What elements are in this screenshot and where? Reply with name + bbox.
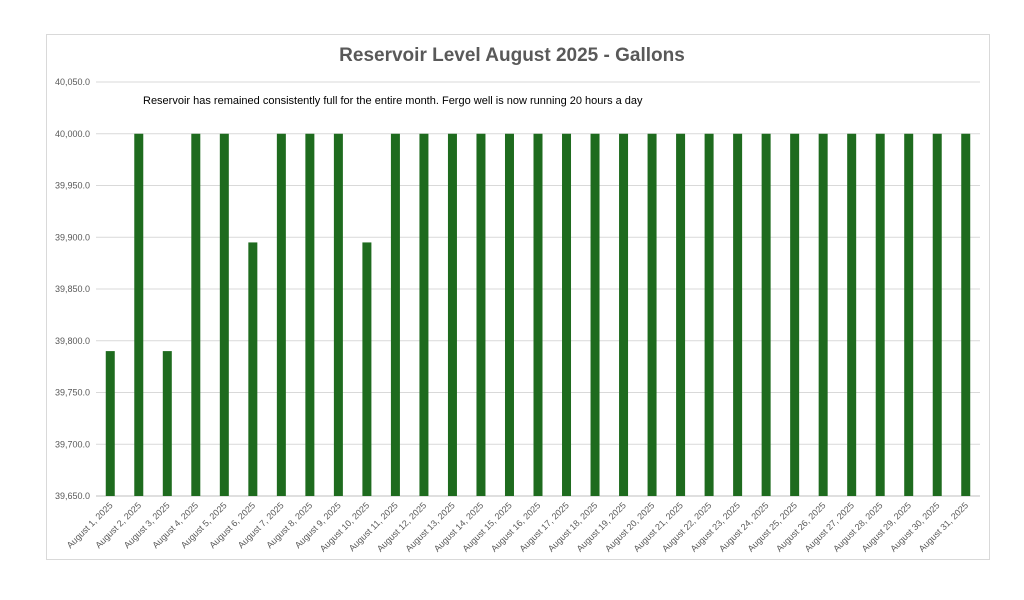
x-tick-label: August 11, 2025: [347, 500, 400, 553]
x-tick-label: August 14, 2025: [432, 500, 485, 553]
bar: [847, 133, 857, 496]
x-tick-label: August 31, 2025: [917, 500, 970, 553]
y-tick-label: 40,000.0: [55, 129, 90, 139]
bar: [562, 133, 572, 496]
bar: [676, 133, 686, 496]
bar: [248, 242, 258, 496]
x-tick-label: August 13, 2025: [403, 500, 456, 553]
bar: [533, 133, 543, 496]
bar: [276, 133, 286, 496]
y-tick-label: 39,750.0: [55, 388, 90, 398]
y-axis-tick-labels: 39,650.0 39,700.0 39,750.0 39,800.0 39,850.0…: [55, 77, 90, 501]
bar: [504, 133, 514, 496]
x-tick-label: August 10, 2025: [318, 500, 371, 553]
bar: [191, 133, 201, 496]
bar: [961, 133, 971, 496]
x-tick-label: August 27, 2025: [803, 500, 856, 553]
bar: [733, 133, 743, 496]
chart-title: Reservoir Level August 2025 - Gallons: [339, 45, 685, 66]
bar: [875, 133, 885, 496]
bar: [761, 133, 771, 496]
bar: [419, 133, 429, 496]
bar: [390, 133, 400, 496]
x-tick-label: August 29, 2025: [860, 500, 913, 553]
y-tick-label: 39,800.0: [55, 336, 90, 346]
bar: [105, 351, 115, 496]
bar: [134, 133, 144, 496]
x-tick-label: August 30, 2025: [888, 500, 941, 553]
x-tick-label: August 15, 2025: [460, 500, 513, 553]
x-tick-label: August 22, 2025: [660, 500, 713, 553]
bar: [162, 351, 172, 496]
x-tick-label: August 18, 2025: [546, 500, 599, 553]
chart-frame: [46, 34, 990, 560]
y-tick-label: 39,850.0: [55, 284, 90, 294]
x-tick-label: August 21, 2025: [632, 500, 685, 553]
x-tick-label: August 12, 2025: [375, 500, 428, 553]
x-tick-label: August 19, 2025: [575, 500, 628, 553]
chart-annotation: Reservoir has remained consistently full…: [143, 95, 643, 107]
bars: [105, 133, 971, 496]
bar: [904, 133, 914, 496]
y-tick-label: 39,900.0: [55, 232, 90, 242]
x-tick-label: August 23, 2025: [689, 500, 742, 553]
x-tick-label: August 20, 2025: [603, 500, 656, 553]
bar: [590, 133, 600, 496]
x-tick-label: August 24, 2025: [717, 500, 770, 553]
bar: [818, 133, 828, 496]
y-tick-label: 40,050.0: [55, 77, 90, 87]
x-tick-label: August 17, 2025: [517, 500, 570, 553]
y-tick-label: 39,950.0: [55, 181, 90, 191]
bar: [362, 242, 372, 496]
bar: [790, 133, 800, 496]
bar: [647, 133, 657, 496]
bar: [704, 133, 714, 496]
bar: [932, 133, 942, 496]
x-tick-label: August 25, 2025: [746, 500, 799, 553]
y-tick-label: 39,650.0: [55, 491, 90, 501]
x-tick-label: August 26, 2025: [774, 500, 827, 553]
bar: [333, 133, 343, 496]
x-tick-label: August 16, 2025: [489, 500, 542, 553]
y-tick-label: 39,700.0: [55, 439, 90, 449]
bar: [447, 133, 457, 496]
bar: [305, 133, 315, 496]
bar: [619, 133, 629, 496]
x-tick-label: August 28, 2025: [831, 500, 884, 553]
bar: [219, 133, 229, 496]
bar: [476, 133, 486, 496]
